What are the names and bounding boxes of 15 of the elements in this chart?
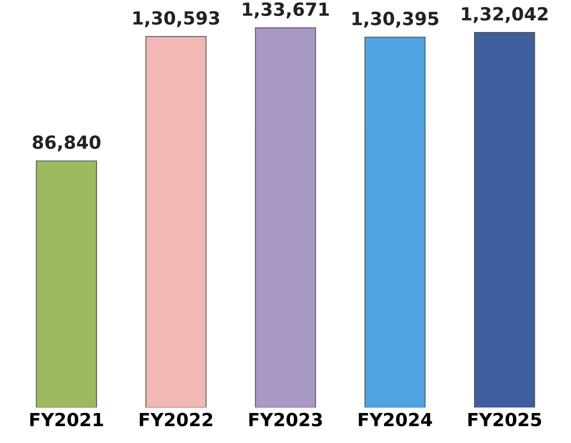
x-tick-label: FY2023 [249,412,322,426]
data-label: 86,840 [32,135,100,152]
bar [364,36,426,408]
data-label: 1,30,395 [352,12,438,28]
data-label: 1,32,042 [462,6,548,23]
data-label: 1,33,671 [242,2,329,18]
bar [254,27,316,408]
bar [474,32,536,408]
x-tick-label: FY2024 [358,412,432,426]
data-label: 1,30,593 [133,11,220,28]
bar [145,36,207,408]
x-tick-label: FY2022 [140,412,212,426]
x-tick-label: FY2021 [30,412,104,426]
bar [36,160,97,408]
x-tick-label: FY2025 [468,412,542,426]
